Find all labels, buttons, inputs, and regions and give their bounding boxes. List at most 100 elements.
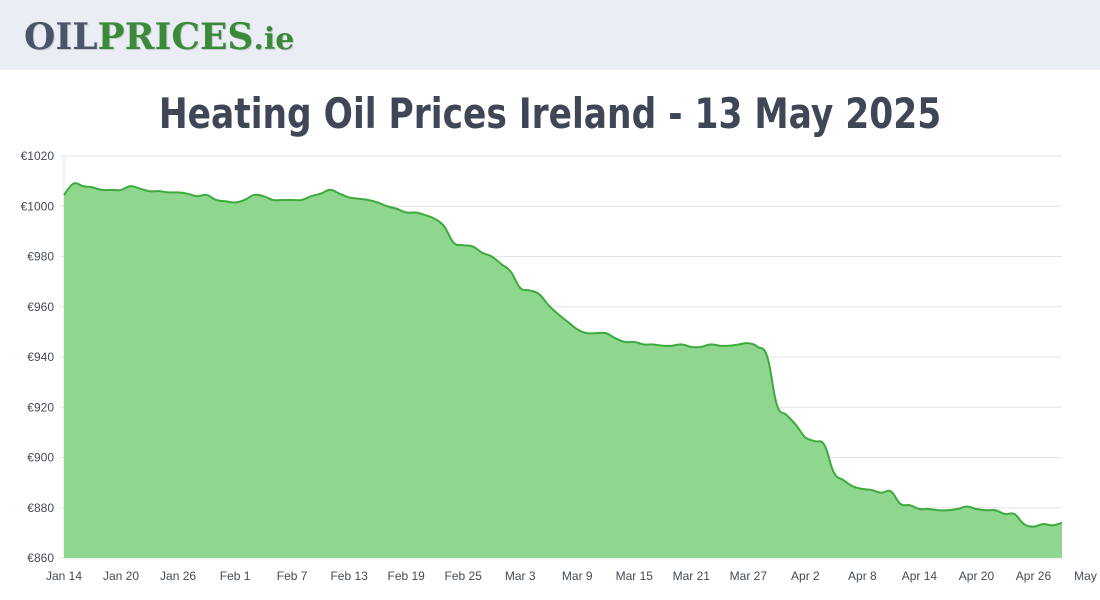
data-point[interactable] <box>308 193 314 199</box>
data-point[interactable] <box>688 344 694 350</box>
site-logo[interactable]: OILPRICES.ie <box>24 13 294 64</box>
data-point[interactable] <box>223 198 229 204</box>
data-point[interactable] <box>546 302 552 308</box>
data-point[interactable] <box>1049 522 1055 528</box>
data-point[interactable] <box>394 206 400 212</box>
data-point[interactable] <box>812 438 818 444</box>
data-point[interactable] <box>945 507 951 513</box>
data-point[interactable] <box>375 199 381 205</box>
data-point[interactable] <box>61 192 67 198</box>
data-point[interactable] <box>261 193 267 199</box>
data-point[interactable] <box>631 339 637 345</box>
data-point[interactable] <box>128 183 134 189</box>
data-point[interactable] <box>888 488 894 494</box>
data-point[interactable] <box>498 261 504 267</box>
data-point[interactable] <box>460 242 466 248</box>
data-point[interactable] <box>612 335 618 341</box>
data-point[interactable] <box>859 486 865 492</box>
data-point[interactable] <box>270 197 276 203</box>
data-point[interactable] <box>707 341 713 347</box>
data-point[interactable] <box>356 196 362 202</box>
data-point[interactable] <box>166 189 172 195</box>
data-point[interactable] <box>897 501 903 507</box>
data-point[interactable] <box>327 187 333 193</box>
data-point[interactable] <box>156 188 162 194</box>
data-point[interactable] <box>432 216 438 222</box>
data-point[interactable] <box>869 487 875 493</box>
data-point[interactable] <box>204 192 210 198</box>
data-point[interactable] <box>508 269 514 275</box>
data-point[interactable] <box>764 354 770 360</box>
data-point[interactable] <box>821 442 827 448</box>
data-point[interactable] <box>973 506 979 512</box>
data-point[interactable] <box>1030 524 1036 530</box>
data-point[interactable] <box>242 197 248 203</box>
data-point[interactable] <box>318 191 324 197</box>
data-point[interactable] <box>80 183 86 189</box>
data-point[interactable] <box>479 250 485 256</box>
data-point[interactable] <box>470 243 476 249</box>
data-point[interactable] <box>850 483 856 489</box>
data-point[interactable] <box>90 184 96 190</box>
data-point[interactable] <box>109 187 115 193</box>
data-point[interactable] <box>1040 521 1046 527</box>
data-point[interactable] <box>346 194 352 200</box>
data-point[interactable] <box>280 197 286 203</box>
data-point[interactable] <box>489 254 495 260</box>
data-point[interactable] <box>1021 521 1027 527</box>
data-point[interactable] <box>726 343 732 349</box>
data-point[interactable] <box>1002 511 1008 517</box>
data-point[interactable] <box>907 502 913 508</box>
data-point[interactable] <box>935 507 941 513</box>
data-point[interactable] <box>698 344 704 350</box>
data-point[interactable] <box>622 339 628 345</box>
data-point[interactable] <box>175 189 181 195</box>
data-point[interactable] <box>422 212 428 218</box>
data-point[interactable] <box>185 191 191 197</box>
data-point[interactable] <box>679 341 685 347</box>
data-point[interactable] <box>251 192 257 198</box>
data-point[interactable] <box>992 507 998 513</box>
data-point[interactable] <box>118 187 124 193</box>
data-point[interactable] <box>574 326 580 332</box>
data-point[interactable] <box>584 330 590 336</box>
data-point[interactable] <box>232 199 238 205</box>
data-point[interactable] <box>527 287 533 293</box>
data-point[interactable] <box>441 223 447 229</box>
data-point[interactable] <box>555 311 561 317</box>
data-point[interactable] <box>669 343 675 349</box>
data-point[interactable] <box>1011 511 1017 517</box>
data-point[interactable] <box>299 197 305 203</box>
data-point[interactable] <box>593 330 599 336</box>
data-point[interactable] <box>413 210 419 216</box>
data-point[interactable] <box>840 477 846 483</box>
data-point[interactable] <box>717 343 723 349</box>
data-point[interactable] <box>916 506 922 512</box>
data-point[interactable] <box>964 503 970 509</box>
data-point[interactable] <box>954 506 960 512</box>
data-point[interactable] <box>774 402 780 408</box>
data-point[interactable] <box>755 344 761 350</box>
data-point[interactable] <box>650 341 656 347</box>
data-point[interactable] <box>603 330 609 336</box>
data-point[interactable] <box>365 197 371 203</box>
data-point[interactable] <box>147 188 153 194</box>
data-point[interactable] <box>878 490 884 496</box>
data-point[interactable] <box>194 193 200 199</box>
data-point[interactable] <box>802 434 808 440</box>
data-point[interactable] <box>99 187 105 193</box>
data-point[interactable] <box>565 319 571 325</box>
data-point[interactable] <box>793 422 799 428</box>
data-point[interactable] <box>403 210 409 216</box>
data-point[interactable] <box>517 285 523 291</box>
data-point[interactable] <box>337 191 343 197</box>
data-point[interactable] <box>745 340 751 346</box>
data-point[interactable] <box>660 343 666 349</box>
data-point[interactable] <box>213 197 219 203</box>
data-point[interactable] <box>289 197 295 203</box>
data-point[interactable] <box>831 470 837 476</box>
data-point[interactable] <box>536 291 542 297</box>
data-point[interactable] <box>736 341 742 347</box>
data-point[interactable] <box>783 412 789 418</box>
data-point[interactable] <box>384 203 390 209</box>
